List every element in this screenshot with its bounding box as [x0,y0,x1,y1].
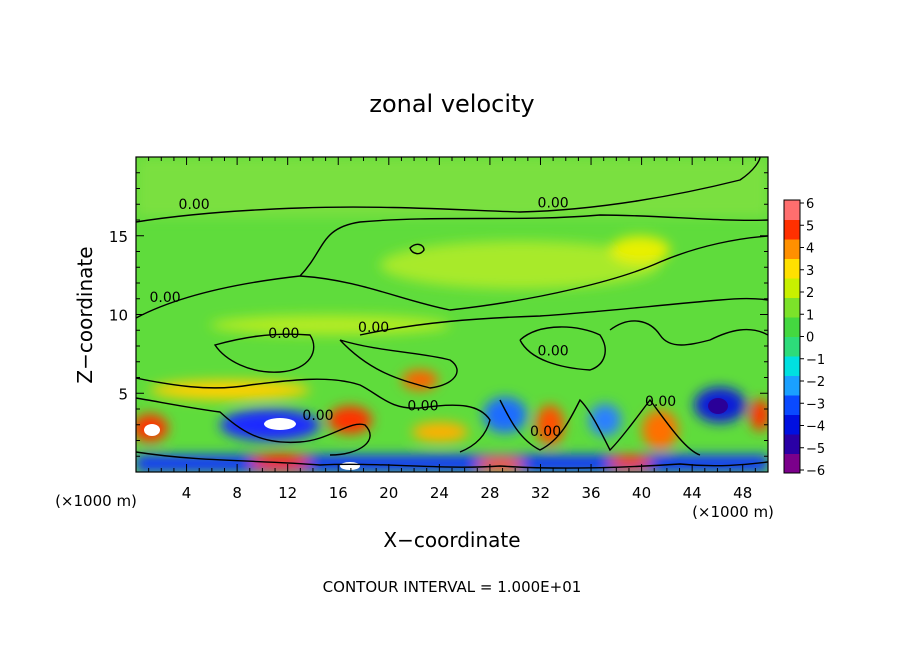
colorbar-swatch [784,219,800,240]
x-tick-label: 12 [278,484,297,502]
colorbar-swatch [784,356,800,376]
colorbar-swatch [784,336,800,357]
contour-mid-right [359,297,768,336]
x-tick-label: 40 [632,484,651,502]
x-axis-ticks: 4 8 12 16 20 24 28 32 36 40 44 48 [148,157,756,502]
colorbar-swatch [784,239,800,259]
warm-streak-low [150,380,310,400]
contour-labels: 0.00 0.00 0.00 0.00 0.00 0.00 0.00 0.00 0.00 0.00 [149,195,676,439]
colorbar-swatch [784,200,800,220]
red-blob-2 [536,405,564,445]
colorbar-tick-label: −6 [806,464,825,479]
contour-label: 0.00 [358,320,389,336]
colorbar-tick-label: 0 [806,331,814,346]
colorbar-swatch [784,375,800,396]
contour-label: 0.00 [645,394,676,410]
core-white-1 [264,418,296,430]
contour-label: 0.00 [149,290,180,306]
colorbar-swatch [784,258,800,279]
colorbar-tick-label: 4 [806,242,814,257]
warm-spot-upper [610,236,670,264]
contour-label: 0.00 [530,424,561,440]
upper-band [136,157,768,217]
x-tick-label: 8 [232,484,242,502]
colorbar: 6 5 4 3 2 1 0 −1 −2 −3 −4 −5 −6 [783,197,825,479]
colorbar-tick-label: −1 [806,353,825,368]
blue-blob-3 [589,404,621,436]
orange-blob-1 [412,422,468,442]
y-tick-label: 15 [109,228,128,246]
red-blob-right [750,399,768,431]
contour-label: 0.00 [407,399,438,415]
red-blob-1 [328,406,372,434]
contour-label: 0.00 [302,408,333,424]
contour-lower-1 [136,377,491,453]
colorbar-swatch [784,414,800,435]
x-tick-label: 48 [733,484,752,502]
x-tick-label: 16 [329,484,348,502]
x-tick-label: 20 [379,484,398,502]
colorbar-swatch [784,317,800,337]
contour-loop-1 [213,333,315,373]
x-tick-label: 36 [581,484,600,502]
warm-streak-upper [380,241,660,289]
bottom-red-2 [476,457,524,471]
colorbar-tick-label: −3 [806,397,825,412]
contour-upper [136,214,768,319]
contour-interval-note: CONTOUR INTERVAL = 1.000E+01 [323,578,582,596]
colorbar-swatch [784,395,800,415]
contour-loop-4 [609,320,768,346]
contour-label: 0.00 [538,195,569,211]
core-white-2 [144,424,160,436]
contour-islet [409,243,425,255]
contour-loop-3 [519,326,606,371]
y-axis-ticks: 5 10 15 [109,172,768,457]
contour-lower-3 [499,398,701,456]
velocity-field: 0.00 0.00 0.00 0.00 0.00 0.00 0.00 0.00 0.00 0.00 [136,157,768,472]
warm-spot-mid [402,370,438,390]
chart-title: zonal velocity [369,90,534,118]
colorbar-tick-label: −4 [806,420,825,435]
colorbar-tick-label: 6 [806,197,814,212]
colorbar-tick-label: −2 [806,375,825,390]
y-axis-label: Z−coordinate [73,246,97,383]
x-axis-label: X−coordinate [383,528,520,552]
contour-label: 0.00 [538,343,569,359]
colorbar-swatch [784,434,800,454]
y-tick-label: 10 [109,307,128,325]
x-tick-label: 28 [480,484,499,502]
x-tick-label: 44 [683,484,702,502]
contour-lower-2 [136,397,371,456]
x-unit-left: (×1000 m) [55,492,137,510]
y-tick-label: 5 [118,385,128,403]
core-purple [708,398,728,414]
colorbar-tick-label: 2 [806,286,814,301]
warm-streak-mid [210,315,450,335]
field-blobs [136,157,768,472]
contour-label: 0.00 [268,326,299,342]
colorbar-tick-label: 5 [806,219,814,234]
blue-blob-2 [483,397,527,433]
bottom-red-3 [608,455,652,469]
contour-loop-2 [339,339,458,389]
x-tick-label: 32 [531,484,550,502]
colorbar-swatch [784,297,800,318]
x-unit-right: (×1000 m) [692,503,774,521]
x-tick-label: 24 [430,484,449,502]
colorbar-tick-label: 1 [806,308,814,323]
orange-blob-2 [642,410,678,450]
core-white-3 [340,462,360,470]
colorbar-swatch [784,453,800,474]
colorbar-tick-label: 3 [806,264,814,279]
colorbar-tick-label: −5 [806,442,825,457]
contour-top [136,157,761,223]
contour-upper-branch [299,235,768,311]
x-tick-label: 4 [182,484,192,502]
colorbar-swatch [784,278,800,298]
contour-label: 0.00 [179,197,210,213]
